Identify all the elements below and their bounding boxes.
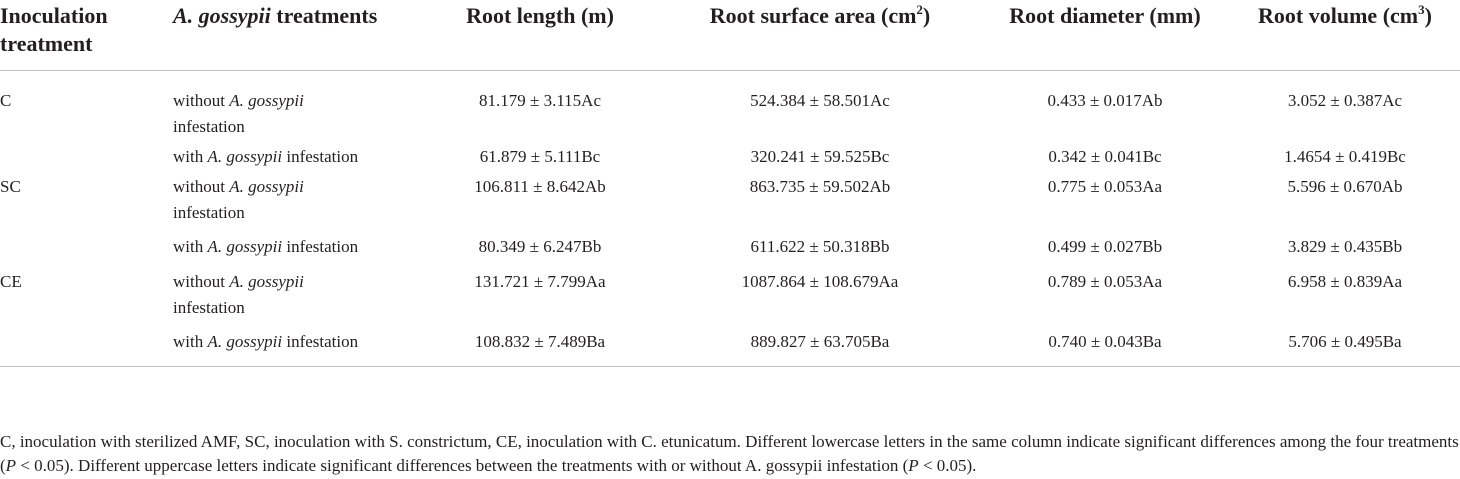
cell-root-volume: 1.4654 ± 0.419Bc [1284, 147, 1406, 166]
header-species-name: A. gossypii [173, 3, 271, 28]
treatment-infestation: infestation [173, 203, 245, 222]
treatment-prefix: with [173, 147, 208, 166]
treatment-prefix: without [173, 91, 230, 110]
cell-root-surface-area: 863.735 ± 59.502Ab [749, 177, 891, 196]
cell-treatment-with: with A. gossypii infestation [170, 140, 420, 170]
treatment-infestation: infestation [173, 117, 245, 136]
table-row: with A. gossypii infestation 61.879 ± 5.… [0, 140, 1460, 170]
cell-root-volume: 6.958 ± 0.839Aa [1287, 272, 1403, 291]
treatment-species: A. gossypii [207, 332, 283, 351]
treatment-species: A. gossypii [207, 147, 283, 166]
header-root-surface-area: Root surface area (cm2) [660, 0, 980, 71]
header-root-surface-area-text: Root surface area (cm [709, 3, 917, 28]
header-root-volume-close: ) [1424, 3, 1432, 28]
footnote-p-symbol: P [908, 456, 919, 475]
cell-inoculation [0, 140, 170, 170]
table-row: C without A. gossypii infestation 81.179 … [0, 71, 1460, 141]
cell-root-diameter: 0.775 ± 0.053Aa [1047, 177, 1163, 196]
header-root-volume-text: Root volume (cm [1258, 3, 1419, 28]
header-root-diameter: Root diameter (mm) [980, 0, 1230, 71]
table-row: with A. gossypii infestation 80.349 ± 6.… [0, 226, 1460, 265]
cell-root-diameter: 0.789 ± 0.053Aa [1047, 272, 1163, 291]
cell-root-diameter: 0.433 ± 0.017Ab [1047, 91, 1163, 110]
treatment-species: A. gossypii [229, 272, 304, 291]
header-root-volume-sup: 3 [1418, 2, 1425, 17]
treatment-species: A. gossypii [229, 91, 304, 110]
header-agossypii-treatments: A. gossypii treatments [170, 0, 420, 71]
cell-root-length: 61.879 ± 5.111Bc [479, 147, 601, 166]
table-header: Inoculation treatment A. gossypii treatm… [0, 0, 1460, 71]
cell-treatment-with: with A. gossypii infestation [170, 321, 420, 367]
header-inoculation-treatment: Inoculation treatment [0, 0, 170, 71]
cell-treatment-without: without A. gossypii infestation [170, 170, 420, 226]
header-treatments-word: treatments [270, 3, 378, 28]
treatment-infestation: infestation [282, 237, 359, 256]
cell-inoculation: CE [0, 272, 22, 291]
table-row: SC without A. gossypii infestation 106.81… [0, 170, 1460, 226]
cell-inoculation [0, 321, 170, 367]
treatment-prefix: without [173, 177, 230, 196]
cell-inoculation: C [0, 91, 12, 110]
treatment-prefix: with [173, 237, 208, 256]
table-footnote: C, inoculation with sterilized AMF, SC, … [0, 430, 1460, 478]
header-root-surface-area-close: ) [922, 3, 931, 28]
footnote-text: C, inoculation with sterilized AMF, SC, … [0, 432, 1459, 475]
footnote-text: < 0.05). Different uppercase letters ind… [16, 456, 909, 475]
cell-root-length: 108.832 ± 7.489Ba [420, 321, 660, 367]
treatment-prefix: with [173, 332, 208, 351]
table-row: CE without A. gossypii infestation 131.72… [0, 265, 1460, 321]
cell-root-length: 131.721 ± 7.799Aa [474, 272, 606, 291]
cell-root-length: 106.811 ± 8.642Ab [474, 177, 606, 196]
footnote-p-symbol: P [5, 456, 17, 475]
treatment-species: A. gossypii [207, 237, 283, 256]
cell-root-volume: 5.596 ± 0.670Ab [1287, 177, 1403, 196]
cell-inoculation [0, 226, 170, 265]
cell-root-diameter: 0.740 ± 0.043Ba [980, 321, 1230, 367]
cell-root-length: 81.179 ± 3.115Ac [478, 91, 602, 110]
cell-treatment-without: without A. gossypii infestation [170, 71, 420, 141]
cell-treatment-without: without A. gossypii infestation [170, 265, 420, 321]
cell-root-surface-area: 889.827 ± 63.705Ba [660, 321, 980, 367]
table-row: with A. gossypii infestation 108.832 ± 7… [0, 321, 1460, 367]
treatment-prefix: without [173, 272, 230, 291]
cell-root-volume: 3.052 ± 0.387Ac [1287, 91, 1403, 110]
treatment-species: A. gossypii [229, 177, 304, 196]
cell-inoculation: SC [0, 177, 21, 196]
footnote-text: < 0.05). [918, 456, 977, 475]
header-root-length: Root length (m) [420, 0, 660, 71]
cell-root-surface-area: 524.384 ± 58.501Ac [750, 91, 890, 110]
root-traits-table: Inoculation treatment A. gossypii treatm… [0, 0, 1460, 367]
cell-root-surface-area: 1087.864 ± 108.679Aa [741, 272, 899, 291]
table-body: C without A. gossypii infestation 81.179 … [0, 71, 1460, 367]
cell-root-volume: 5.706 ± 0.495Ba [1230, 321, 1460, 367]
cell-root-length: 80.349 ± 6.247Bb [478, 237, 602, 256]
cell-root-surface-area: 320.241 ± 59.525Bc [750, 147, 890, 166]
treatment-infestation: infestation [282, 332, 359, 351]
treatment-infestation: infestation [173, 298, 245, 317]
cell-root-diameter: 0.342 ± 0.041Bc [1048, 147, 1162, 166]
treatment-infestation: infestation [282, 147, 359, 166]
cell-root-surface-area: 611.622 ± 50.318Bb [750, 237, 890, 256]
cell-root-diameter: 0.499 ± 0.027Bb [1047, 237, 1163, 256]
header-root-volume: Root volume (cm3) [1230, 0, 1460, 71]
header-root-surface-area-sup: 2 [916, 2, 923, 17]
cell-root-volume: 3.829 ± 0.435Bb [1287, 237, 1403, 256]
cell-treatment-with: with A. gossypii infestation [170, 226, 420, 265]
